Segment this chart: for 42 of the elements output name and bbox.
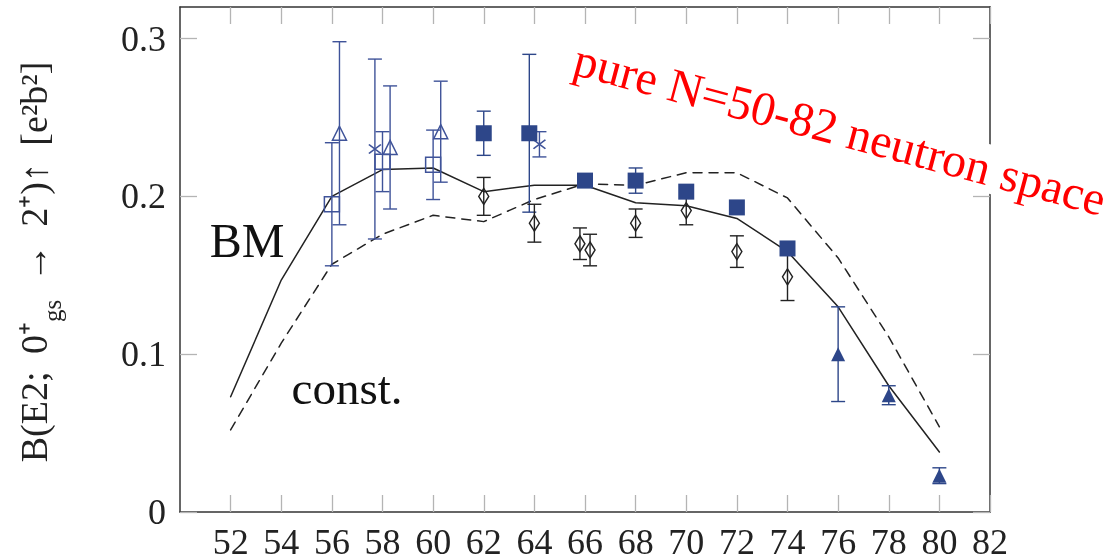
x-tick-label: 78 xyxy=(870,522,907,560)
x-tick-label: 60 xyxy=(415,522,452,560)
point xyxy=(728,199,745,216)
annotation: BM xyxy=(209,213,285,267)
y-tick-label: 0.3 xyxy=(121,18,166,59)
point xyxy=(629,214,642,232)
point xyxy=(532,139,547,150)
point xyxy=(627,172,644,189)
x-tick-label: 68 xyxy=(617,522,654,560)
x-tick-label: 64 xyxy=(516,522,553,560)
point xyxy=(424,156,442,174)
x-tick-label: 76 xyxy=(820,522,857,560)
point xyxy=(475,125,492,142)
x-tick-label: 54 xyxy=(263,522,300,560)
annotation: pure N=50-82 neutron space xyxy=(568,32,1109,226)
y-tick-label: 0.2 xyxy=(121,176,166,217)
point xyxy=(521,125,538,142)
x-tick-label: 82 xyxy=(972,522,1008,560)
x-tick-label: 56 xyxy=(313,522,350,560)
y-tick-label: 0.1 xyxy=(121,334,166,375)
point xyxy=(323,196,341,213)
x-tick-label: 74 xyxy=(769,522,806,560)
x-tick-label: 80 xyxy=(921,522,958,560)
x-tick-label: 70 xyxy=(668,522,705,560)
point xyxy=(374,153,391,170)
x-tick-label: 66 xyxy=(567,522,603,560)
point xyxy=(678,183,695,200)
x-tick-label: 62 xyxy=(465,522,502,560)
point xyxy=(577,172,593,189)
point xyxy=(831,347,846,362)
point xyxy=(528,214,541,232)
x-tick-label: 72 xyxy=(718,522,755,560)
annotation: const. xyxy=(291,362,403,414)
point xyxy=(382,139,398,156)
point xyxy=(331,125,348,141)
point xyxy=(432,123,449,140)
x-tick-label: 58 xyxy=(364,522,401,560)
point xyxy=(368,143,382,155)
point xyxy=(779,240,796,257)
y-tick-label: 0 xyxy=(148,492,166,532)
point xyxy=(781,268,794,286)
x-tick-label: 52 xyxy=(212,522,249,560)
